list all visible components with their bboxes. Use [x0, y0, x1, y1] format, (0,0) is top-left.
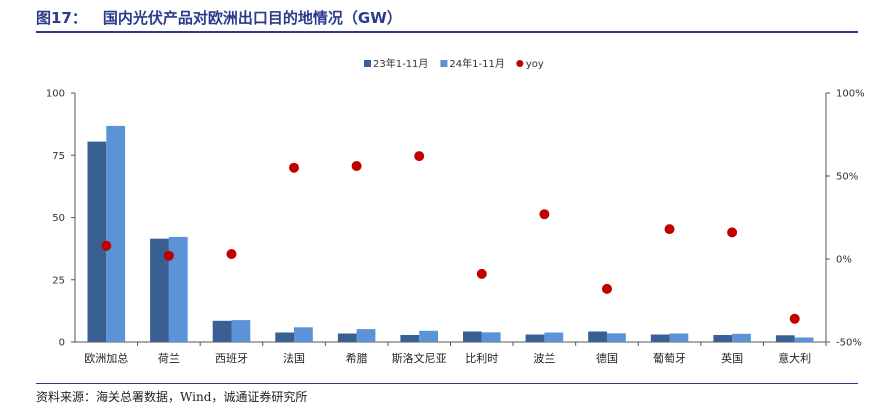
category-label: 西班牙	[215, 352, 248, 365]
y-left-tick-label: 50	[52, 213, 65, 224]
category-label: 英国	[721, 351, 743, 365]
title-rule	[36, 31, 858, 33]
category-label: 波兰	[533, 352, 555, 365]
category-label: 德国	[596, 351, 618, 365]
source-rule	[36, 383, 858, 384]
y-right-tick-label: 0%	[836, 255, 852, 266]
source-note: 资料来源：海关总署数据，Wind，诚通证券研究所	[36, 390, 308, 404]
bar-23	[337, 333, 357, 342]
category-label: 荷兰	[158, 352, 180, 365]
bar-23	[275, 332, 295, 342]
y-right-tick-label: -50%	[836, 338, 862, 349]
bar-23	[650, 334, 670, 342]
bar-24	[231, 320, 251, 342]
category-label: 意大利	[778, 351, 811, 365]
bar-chart: 23年1-11月 24年1-11月 yoy 0 25 50 75 100 -50% 0% 50% 1…	[46, 57, 865, 365]
yoy-point	[351, 161, 362, 171]
bar-23	[775, 335, 795, 342]
bar-23	[713, 335, 733, 342]
yoy-point	[789, 313, 800, 324]
yoy-point	[727, 227, 738, 238]
category-label: 欧洲加总	[84, 351, 128, 365]
y-left-tick-label: 75	[52, 151, 65, 162]
bar-23	[87, 141, 107, 342]
legend-label: yoy	[526, 59, 544, 70]
category-label: 斯洛文尼亚	[392, 351, 447, 365]
bar-23	[150, 238, 169, 342]
bar-24	[168, 236, 188, 342]
category-label: 希腊	[346, 351, 368, 365]
yoy-point	[476, 268, 487, 279]
figure-number: 图17：	[36, 9, 87, 27]
yoy-point	[163, 250, 174, 261]
bar-23	[463, 331, 482, 342]
y-right-tick-label: 100%	[836, 89, 865, 100]
bar-23	[400, 335, 420, 342]
yoy-point	[101, 240, 112, 251]
y-right-tick-label: 50%	[836, 172, 858, 183]
bar-24	[607, 333, 626, 342]
bar-24	[794, 337, 814, 342]
figure-title: 图17： 国内光伏产品对欧洲出口目的地情况（GW）	[36, 7, 402, 28]
category-label: 法国	[283, 351, 305, 365]
yoy-point	[226, 249, 237, 259]
y-left-tick-label: 25	[52, 275, 65, 286]
legend-dot	[516, 60, 524, 67]
yoy-point	[602, 283, 612, 294]
legend-label: 23年1-11月	[373, 57, 428, 70]
yoy-point	[539, 209, 550, 220]
axes: 0 25 50 75 100 -50% 0% 50% 100%	[46, 89, 865, 349]
category-labels: 欧洲加总 荷兰 西班牙 法国 希腊 斯洛文尼亚 比利时 波兰 德国 葡萄牙 英国 意大利	[84, 351, 811, 365]
category-label: 葡萄牙	[653, 352, 686, 365]
yoy-point	[664, 224, 675, 235]
bar-24	[294, 327, 313, 342]
yoy-point	[414, 151, 425, 162]
category-label: 比利时	[465, 352, 498, 365]
bar-24	[419, 330, 438, 342]
yoy-points	[101, 151, 800, 324]
bar-24	[481, 332, 501, 342]
bars	[87, 125, 814, 343]
figure-title-text: 国内光伏产品对欧洲出口目的地情况（GW）	[102, 9, 402, 27]
y-left-tick-label: 100	[46, 89, 65, 100]
yoy-point	[289, 162, 299, 173]
bar-23	[212, 320, 232, 342]
legend-swatch	[364, 60, 371, 67]
legend-label: 24年1-11月	[449, 57, 504, 70]
bar-24	[106, 125, 126, 343]
bar-24	[356, 329, 376, 342]
bar-24	[732, 333, 751, 342]
bar-24	[544, 332, 564, 342]
y-left-tick-label: 0	[59, 338, 65, 349]
bar-23	[525, 334, 545, 342]
legend: 23年1-11月 24年1-11月 yoy	[364, 57, 544, 70]
legend-swatch	[440, 60, 448, 67]
bar-24	[669, 333, 689, 342]
bar-23	[588, 331, 607, 342]
